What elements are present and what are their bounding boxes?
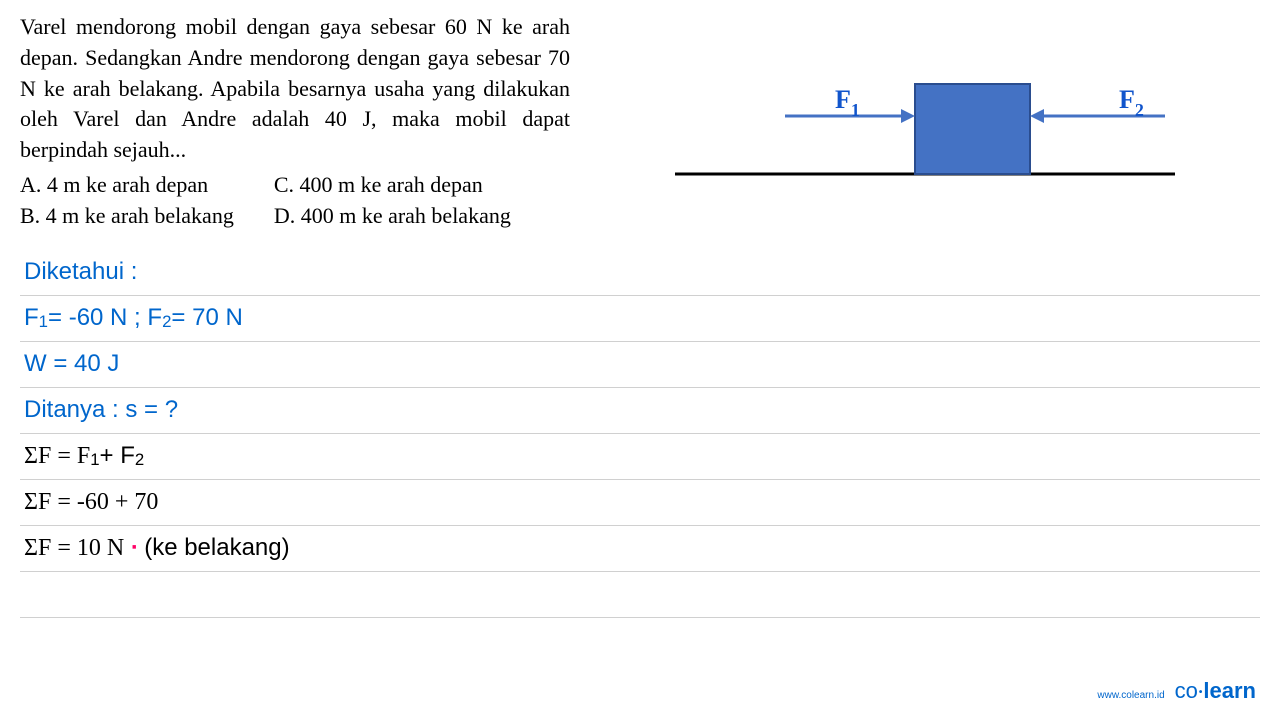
solution-line-5: ΣF = F1 + F2 [20,434,1260,480]
solution-line-4: Ditanya : s = ? [20,388,1260,434]
solution-line-2: F1 = -60 N ; F2 = 70 N [20,296,1260,342]
block [915,84,1030,174]
footer-brand: co•learn [1175,678,1256,704]
footer: www.colearn.id co•learn [1097,678,1256,704]
footer-url: www.colearn.id [1097,690,1164,701]
option-c: C. 400 m ke arah depan [274,170,511,201]
solution-line-7: ΣF = 10 N ∙ (ke belakang) [20,526,1260,572]
force-diagram: F1 F2 [590,12,1260,232]
solution-line-3: W = 40 J [20,342,1260,388]
solution-notebook: Diketahui : F1 = -60 N ; F2 = 70 N W = 4… [20,250,1260,618]
option-d: D. 400 m ke arah belakang [274,201,511,232]
arrow-f2-head [1030,109,1044,123]
problem-statement: Varel mendorong mobil dengan gaya sebesa… [20,12,570,232]
solution-line-1: Diketahui : [20,250,1260,296]
diketahui-label: Diketahui : [24,258,137,286]
solution-line-empty [20,572,1260,618]
option-b: B. 4 m ke arah belakang [20,201,234,232]
cursor-dot: ∙ [124,534,144,562]
arrow-f1-head [901,109,915,123]
diagram-svg: F1 F2 [590,62,1260,202]
solution-line-6: ΣF = -60 + 70 [20,480,1260,526]
option-a: A. 4 m ke arah depan [20,170,234,201]
problem-text: Varel mendorong mobil dengan gaya sebesa… [20,14,570,162]
